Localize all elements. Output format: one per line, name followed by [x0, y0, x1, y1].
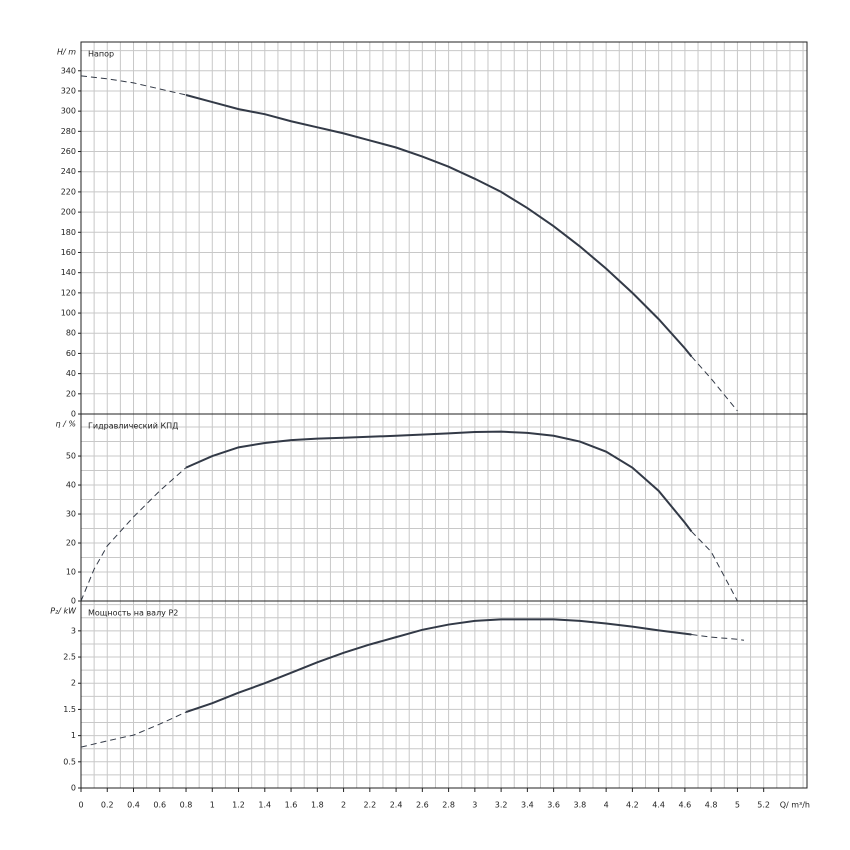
x-tick-label: 1.8: [311, 801, 324, 810]
curve: [691, 531, 738, 602]
x-tick-label: 4.2: [626, 801, 639, 810]
y-tick-label: 2: [71, 679, 76, 688]
x-tick-label: 3.2: [495, 801, 508, 810]
x-tick-label: 3.8: [574, 801, 587, 810]
x-tick-label: 3.4: [521, 801, 534, 810]
x-tick-label: 4.8: [705, 801, 718, 810]
x-tick-label: 4.6: [679, 801, 692, 810]
y-tick-label: 120: [61, 288, 76, 297]
curve: [80, 711, 187, 748]
x-tick-label: 3: [472, 801, 477, 810]
y-tick-label: 2.5: [63, 653, 76, 662]
x-tick-label: 2.4: [390, 801, 403, 810]
curve: [80, 75, 187, 96]
x-tick-label: 0.4: [127, 801, 140, 810]
x-tick-label: 0.8: [180, 801, 193, 810]
panel-frame: [80, 600, 808, 789]
curve: [80, 467, 187, 602]
y-axis-label: H/ m: [57, 48, 76, 57]
curve: [185, 94, 693, 358]
y-tick-label: 0: [71, 410, 76, 419]
x-tick-label: 3.6: [547, 801, 560, 810]
x-tick-label: 0.2: [101, 801, 114, 810]
y-tick-label: 40: [66, 481, 76, 490]
x-tick-label: 0: [78, 801, 83, 810]
x-tick-label: 1.2: [232, 801, 245, 810]
y-tick-label: 20: [66, 539, 76, 548]
y-tick-label: 80: [66, 329, 76, 338]
y-tick-label: 300: [61, 107, 76, 116]
x-tick-label: 1: [210, 801, 215, 810]
x-tick-label: 1.6: [285, 801, 298, 810]
x-tick-label: 4.4: [652, 801, 665, 810]
panel-title: Напор: [88, 50, 114, 59]
y-tick-label: 200: [61, 208, 76, 217]
y-tick-label: 240: [61, 167, 76, 176]
x-tick-label: 0.6: [153, 801, 166, 810]
y-tick-label: 0: [71, 597, 76, 606]
y-tick-label: 0: [71, 784, 76, 793]
y-tick-label: 140: [61, 268, 76, 277]
y-tick-label: 340: [61, 66, 76, 75]
y-tick-label: 160: [61, 248, 76, 257]
x-tick-label: 5.2: [757, 801, 770, 810]
panel-title: Мощность на валу P2: [88, 609, 178, 618]
y-tick-label: 220: [61, 187, 76, 196]
y-tick-label: 100: [61, 309, 76, 318]
y-tick-label: 40: [66, 369, 76, 378]
y-tick-label: 30: [66, 510, 76, 519]
y-tick-label: 50: [66, 452, 76, 461]
x-axis-label: Q/ m³/h: [780, 801, 810, 810]
curve: [691, 634, 745, 641]
x-tick-label: 2.2: [363, 801, 376, 810]
x-tick-label: 5: [735, 801, 740, 810]
panel-title: Гидравлический КПД: [88, 422, 178, 431]
y-tick-label: 1: [71, 731, 76, 740]
x-tick-label: 4: [604, 801, 609, 810]
x-tick-label: 2.8: [442, 801, 455, 810]
curve: [185, 430, 693, 533]
y-tick-label: 280: [61, 127, 76, 136]
y-tick-label: 180: [61, 228, 76, 237]
x-tick-label: 2.6: [416, 801, 429, 810]
y-tick-label: 0.5: [63, 757, 76, 766]
y-tick-label: 260: [61, 147, 76, 156]
y-tick-label: 320: [61, 86, 76, 95]
y-tick-label: 10: [66, 568, 76, 577]
y-tick-label: 1.5: [63, 705, 76, 714]
y-axis-label: P₂/ kW: [50, 607, 77, 616]
y-tick-label: 3: [71, 626, 76, 635]
curve: [185, 618, 692, 713]
y-tick-label: 60: [66, 349, 76, 358]
x-tick-label: 1.4: [258, 801, 271, 810]
x-tick-label: 2: [341, 801, 346, 810]
y-axis-label: η / %: [56, 420, 76, 429]
y-tick-label: 20: [66, 389, 76, 398]
